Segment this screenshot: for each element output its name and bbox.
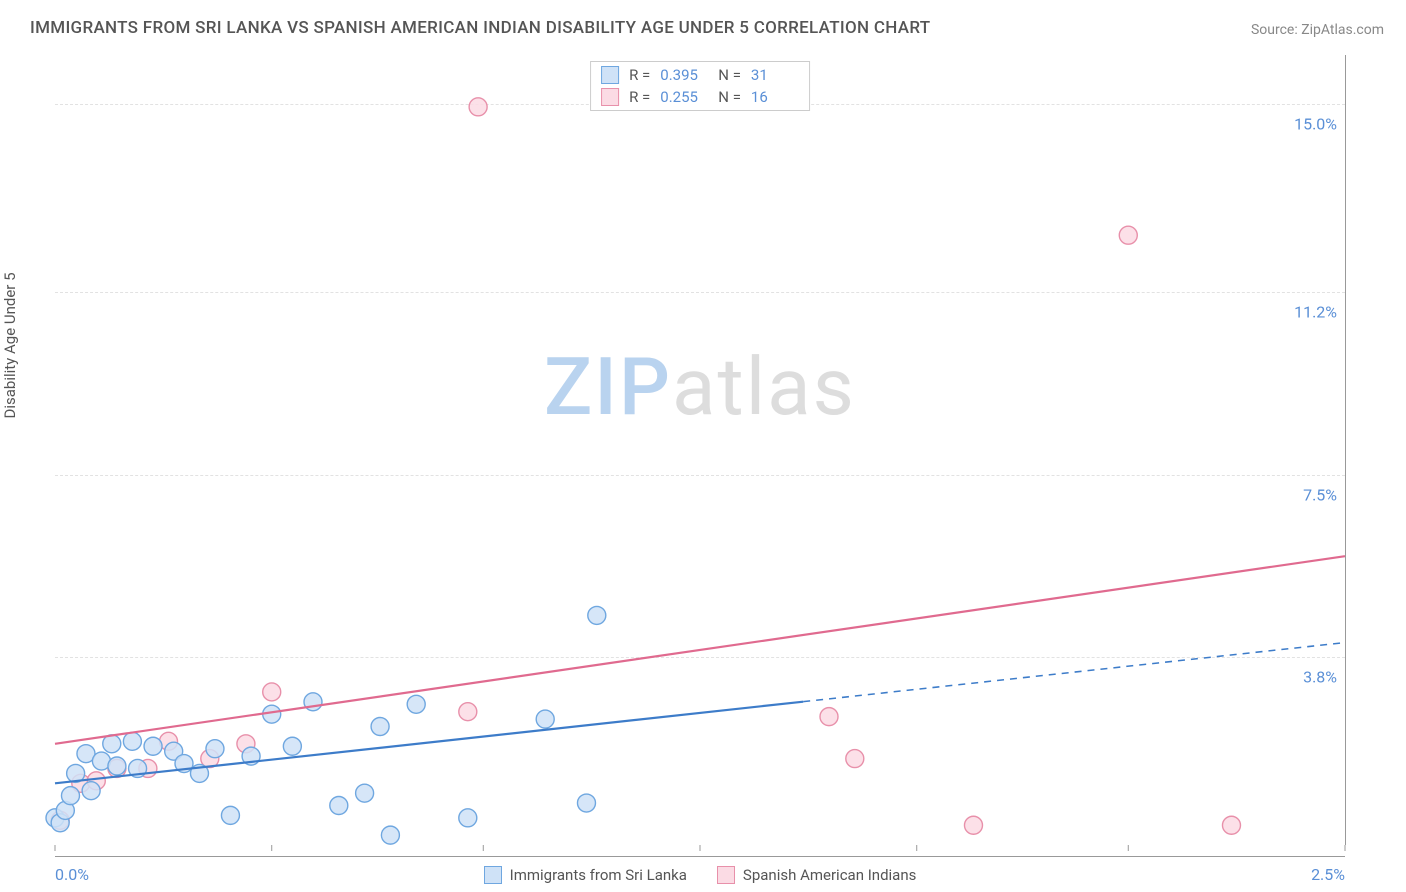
legend-row-series-b: R = 0.255 N = 16	[601, 86, 799, 108]
r-label: R =	[629, 88, 650, 106]
data-point	[846, 750, 864, 768]
data-point	[536, 710, 554, 728]
legend-row-series-a: R = 0.395 N = 31	[601, 64, 799, 86]
r-value-a: 0.395	[660, 66, 708, 84]
x-axis-area: 0.0% Immigrants from Sri Lanka Spanish A…	[55, 857, 1345, 892]
data-point	[381, 826, 399, 844]
data-point	[469, 98, 487, 116]
data-point	[588, 606, 606, 624]
data-point	[206, 740, 224, 758]
data-point	[1222, 816, 1240, 834]
data-point	[459, 809, 477, 827]
x-axis-legend: Immigrants from Sri Lanka Spanish Americ…	[484, 866, 917, 884]
source-attribution: Source: ZipAtlas.com	[1251, 22, 1384, 38]
r-label: R =	[629, 66, 650, 84]
legend-label-b: Spanish American Indians	[743, 866, 916, 884]
data-point	[820, 708, 838, 726]
data-point	[123, 732, 141, 750]
data-point	[108, 757, 126, 775]
data-point	[283, 737, 301, 755]
data-point	[61, 787, 79, 805]
legend-item-a: Immigrants from Sri Lanka	[484, 866, 687, 884]
plot-area: ZIPatlas 3.8%7.5%11.2%15.0% R = 0.395 N …	[55, 55, 1345, 845]
x-origin-label: 0.0%	[55, 865, 89, 884]
legend-swatch-b-icon	[717, 866, 735, 884]
data-point	[407, 695, 425, 713]
legend-swatch-a	[601, 66, 619, 84]
n-label: N =	[718, 88, 741, 106]
y-axis-line	[1345, 55, 1346, 845]
legend-item-b: Spanish American Indians	[717, 866, 916, 884]
legend-swatch-a-icon	[484, 866, 502, 884]
data-point	[82, 782, 100, 800]
data-point	[577, 794, 595, 812]
data-point	[371, 718, 389, 736]
n-label: N =	[718, 66, 741, 84]
data-point	[964, 816, 982, 834]
data-point	[330, 797, 348, 815]
n-value-a: 31	[751, 66, 799, 84]
regression-line	[55, 556, 1345, 744]
data-point	[1119, 226, 1137, 244]
chart-title: IMMIGRANTS FROM SRI LANKA VS SPANISH AME…	[30, 18, 930, 38]
y-axis-label: Disability Age Under 5	[1, 272, 19, 418]
r-value-b: 0.255	[660, 88, 708, 106]
scatter-chart-svg	[55, 55, 1345, 845]
data-point	[459, 703, 477, 721]
n-value-b: 16	[751, 88, 799, 106]
data-point	[263, 683, 281, 701]
data-point	[144, 737, 162, 755]
correlation-legend-box: R = 0.395 N = 31 R = 0.255 N = 16	[590, 61, 810, 111]
regression-line-extrapolated	[803, 643, 1345, 702]
data-point	[356, 784, 374, 802]
data-point	[221, 806, 239, 824]
legend-swatch-b	[601, 88, 619, 106]
legend-label-a: Immigrants from Sri Lanka	[510, 866, 687, 884]
x-max-label: 2.5%	[1311, 865, 1345, 884]
